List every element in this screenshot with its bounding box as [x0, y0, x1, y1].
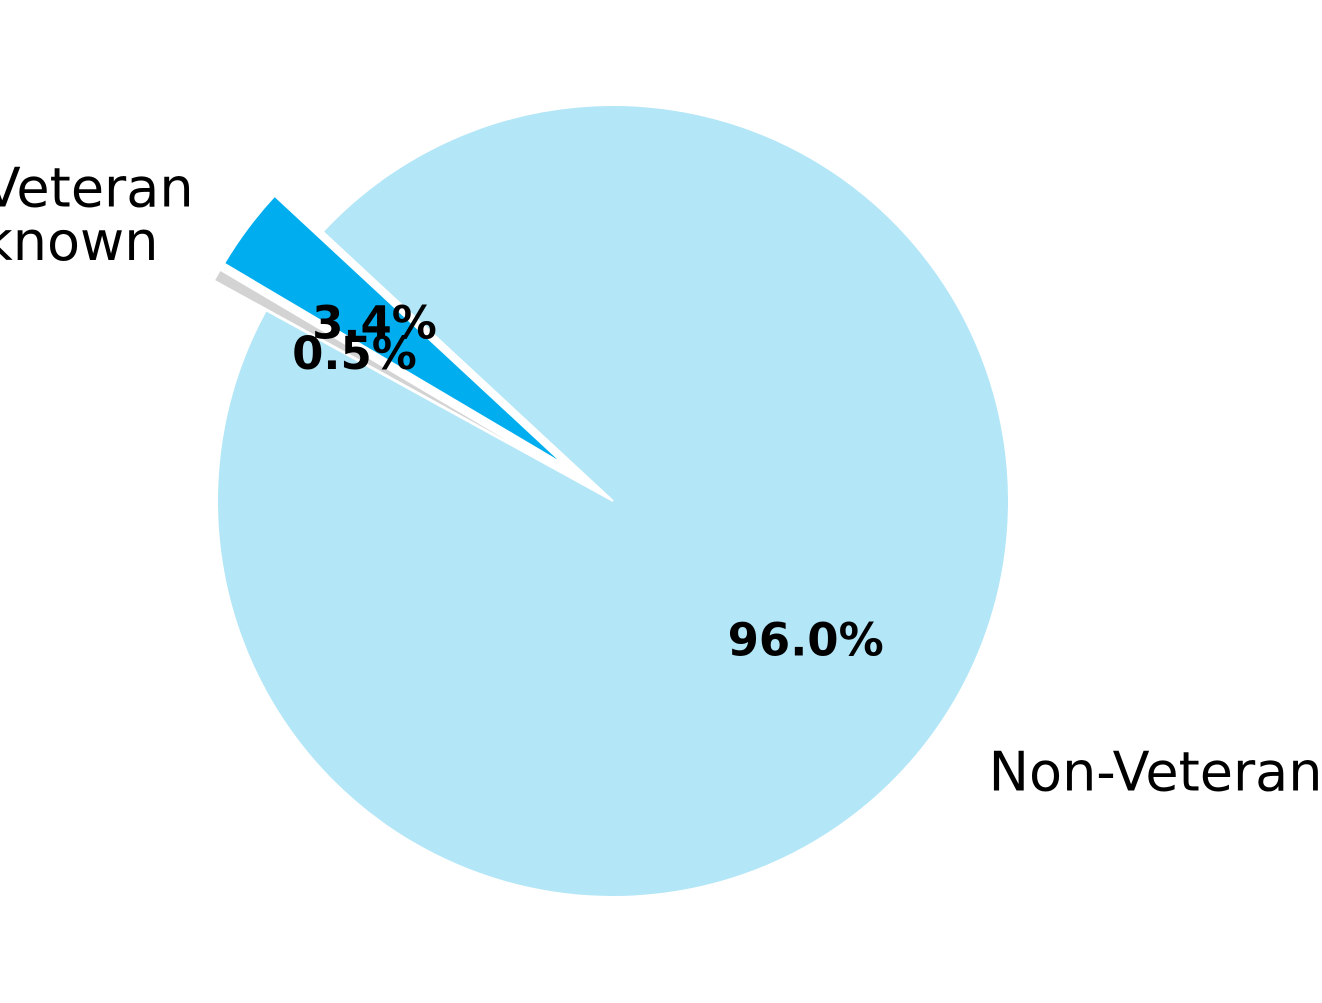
pie-labels: Non-Veteran 96.0% Veteran 3.4% Unknown 0.5% — [0, 157, 1322, 804]
pct-label-veteran: 3.4% — [312, 297, 437, 350]
slice-label-veteran: Veteran — [0, 157, 194, 220]
pie-slice-unknown — [212, 268, 562, 473]
pct-label-unknown: 0.5% — [292, 327, 417, 380]
slice-label-non-veteran: Non-Veteran — [989, 741, 1322, 804]
pie-slice-veteran — [222, 194, 566, 466]
slice-label-unknown: Unknown — [0, 210, 158, 273]
pie-slice-non-veteran — [216, 104, 1010, 898]
pie-slices — [212, 104, 1010, 898]
pct-label-non-veteran: 96.0% — [728, 614, 884, 667]
